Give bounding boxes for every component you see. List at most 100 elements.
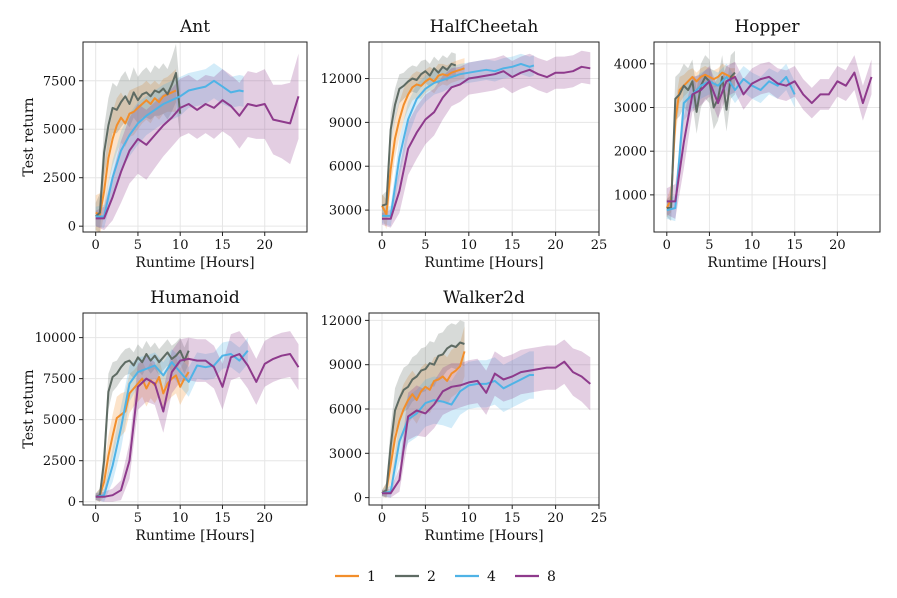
legend-item-8: 8 xyxy=(515,569,556,585)
plot-area xyxy=(665,50,873,222)
series-8-line xyxy=(666,71,873,203)
x-tick-label: 15 xyxy=(214,238,231,253)
x-tick-label: 20 xyxy=(256,238,273,253)
series-4-line xyxy=(95,350,249,498)
x-tick-label: 25 xyxy=(591,511,608,526)
plot-area xyxy=(95,43,300,232)
series-8-line xyxy=(95,353,300,498)
chart-title: Walker2d xyxy=(443,288,525,308)
series-1-band xyxy=(95,354,189,502)
y-tick-label: 5000 xyxy=(43,413,76,428)
series-8-band xyxy=(95,331,299,502)
y-tick-label: 1000 xyxy=(614,188,647,203)
x-tick-label: 15 xyxy=(504,238,521,253)
y-tick-label: 12000 xyxy=(321,314,362,329)
chart-panel-hopper: 0 5 10 15 20 1000 2000 3000 4000 Hopper Runtime [H… xyxy=(614,17,881,271)
y-tick-label: 12000 xyxy=(321,72,362,87)
x-tick-label: 5 xyxy=(421,511,429,526)
y-tick-label: 6000 xyxy=(329,160,362,175)
series-8-band xyxy=(95,53,299,231)
y-tick-label: 3000 xyxy=(329,204,362,219)
series-2-line xyxy=(381,62,457,207)
x-tick-label: 20 xyxy=(547,511,564,526)
series-1-band xyxy=(382,58,465,230)
x-tick-label: 25 xyxy=(591,238,608,253)
y-tick-label: 3000 xyxy=(614,101,647,116)
axes-frame xyxy=(82,312,308,506)
y-tick-label: 5000 xyxy=(43,123,76,138)
chart-panel-halfcheetah: 0 5 10 15 20 25 3000 6000 9000 12000 HalfCheetah Ru… xyxy=(321,17,608,271)
x-tick-label: 10 xyxy=(172,238,189,253)
x-tick-label: 10 xyxy=(461,511,478,526)
y-tick-label: 0 xyxy=(354,491,362,506)
x-tick-label: 20 xyxy=(256,511,273,526)
y-tick-label: 0 xyxy=(68,220,76,235)
series-2-line xyxy=(381,341,465,495)
x-tick-label: 0 xyxy=(663,238,671,253)
x-tick-label: 0 xyxy=(92,511,100,526)
series-4-band xyxy=(666,63,795,222)
legend: 1 2 4 8 xyxy=(335,569,556,585)
y-tick-label: 7500 xyxy=(43,74,76,89)
series-8-line xyxy=(382,65,591,220)
chart-title: HalfCheetah xyxy=(430,17,539,37)
chart-panel-humanoid: 0 5 10 15 20 0 2500 5000 7500 10000 Humanoid Runtim… xyxy=(21,288,308,544)
series-4-line xyxy=(95,79,244,218)
x-tick-label: 20 xyxy=(829,238,846,253)
x-tick-label: 5 xyxy=(421,238,429,253)
plot-area xyxy=(95,331,300,502)
x-tick-label: 20 xyxy=(547,238,564,253)
x-tick-label: 5 xyxy=(134,238,142,253)
x-tick-label: 5 xyxy=(705,238,713,253)
x-axis-label: Runtime [Hours] xyxy=(707,255,826,271)
series-2-band xyxy=(382,52,456,218)
series-4-band xyxy=(382,53,534,227)
series-2-line xyxy=(95,349,190,498)
series-2-band xyxy=(382,320,465,498)
chart-panel-ant: 0 5 10 15 20 0 2500 5000 7500 Ant Runtime [Hours] T… xyxy=(21,17,308,271)
y-tick-label: 2000 xyxy=(614,145,647,160)
series-2-band xyxy=(666,50,735,222)
axes-frame xyxy=(82,41,308,233)
x-axis-label: Runtime [Hours] xyxy=(424,528,543,544)
y-axis-label: Test return xyxy=(21,97,37,176)
x-axis-label: Runtime [Hours] xyxy=(424,255,543,271)
y-tick-label: 9000 xyxy=(329,358,362,373)
plot-area xyxy=(381,320,591,498)
series-1-line xyxy=(665,71,735,209)
y-tick-label: 9000 xyxy=(329,116,362,131)
x-axis-label: Runtime [Hours] xyxy=(135,255,254,271)
legend-label: 4 xyxy=(487,569,496,585)
chart-title: Ant xyxy=(179,17,210,37)
x-axis-label: Runtime [Hours] xyxy=(135,528,254,544)
y-axis-label: Test return xyxy=(21,369,37,448)
y-tick-label: 10000 xyxy=(35,331,76,346)
series-8-band xyxy=(382,50,591,228)
y-tick-label: 3000 xyxy=(329,447,362,462)
y-tick-label: 0 xyxy=(68,495,76,510)
series-8-line xyxy=(95,96,300,220)
x-tick-label: 10 xyxy=(744,238,761,253)
series-1-line xyxy=(381,351,466,495)
y-tick-label: 6000 xyxy=(329,403,362,418)
series-4-line xyxy=(382,62,535,217)
x-tick-label: 15 xyxy=(214,511,231,526)
series-2-band xyxy=(95,43,181,232)
x-tick-label: 0 xyxy=(92,238,100,253)
plot-area xyxy=(381,50,591,230)
legend-label: 2 xyxy=(427,569,436,585)
axes-frame xyxy=(653,41,881,233)
series-8-band xyxy=(382,339,591,498)
x-tick-label: 15 xyxy=(504,511,521,526)
x-tick-label: 5 xyxy=(134,511,142,526)
series-8-line xyxy=(382,360,591,495)
y-tick-label: 2500 xyxy=(43,171,76,186)
x-tick-label: 15 xyxy=(786,238,803,253)
series-1-line xyxy=(381,67,465,216)
series-2-band xyxy=(95,337,189,502)
legend-item-1: 1 xyxy=(335,569,376,585)
x-tick-label: 0 xyxy=(378,511,386,526)
chart-title: Humanoid xyxy=(150,288,240,308)
